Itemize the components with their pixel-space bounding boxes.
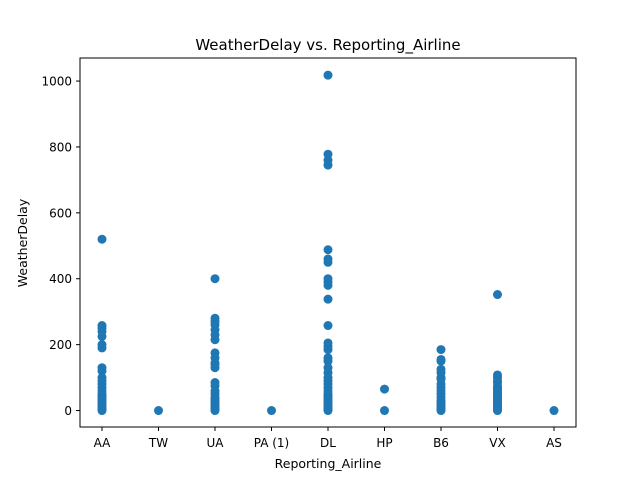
data-point	[210, 335, 220, 345]
data-point	[549, 406, 559, 416]
x-tick-label: PA (1)	[254, 436, 290, 450]
data-point	[323, 356, 333, 366]
y-tick-label: 0	[64, 404, 72, 418]
data-point	[323, 280, 333, 290]
y-axis-label: WeatherDelay	[15, 198, 30, 287]
data-point	[436, 406, 446, 416]
data-point	[380, 406, 389, 416]
data-point	[323, 321, 333, 331]
y-tick-label: 600	[49, 206, 72, 220]
data-point	[436, 345, 446, 355]
x-tick-label: UA	[207, 436, 225, 450]
x-tick-label: AA	[94, 436, 112, 450]
data-point	[154, 406, 163, 416]
data-point	[380, 384, 389, 394]
data-point	[323, 70, 333, 80]
data-point	[323, 160, 333, 170]
data-point	[97, 366, 107, 376]
data-point	[493, 290, 502, 300]
data-point	[210, 274, 220, 284]
data-point	[97, 406, 107, 416]
data-point	[493, 406, 502, 416]
data-point	[210, 363, 220, 373]
x-tick-label: B6	[433, 436, 449, 450]
y-tick-label: 200	[49, 338, 72, 352]
x-tick-label: AS	[546, 436, 562, 450]
data-points	[97, 70, 559, 416]
data-point	[97, 343, 107, 353]
chart-title: WeatherDelay vs. Reporting_Airline	[195, 36, 460, 55]
data-point	[436, 356, 446, 366]
x-tick-label: TW	[148, 436, 168, 450]
data-point	[323, 257, 333, 267]
x-axis-ticks: AA TW UA PA (1) DL HP B6 VX AS	[94, 427, 562, 450]
x-tick-label: HP	[376, 436, 392, 450]
y-tick-label: 400	[49, 272, 72, 286]
data-point	[267, 406, 276, 416]
y-tick-label: 1000	[41, 75, 72, 89]
x-tick-label: DL	[320, 436, 336, 450]
y-tick-label: 800	[49, 140, 72, 154]
data-point	[97, 331, 107, 341]
y-axis-ticks: 0 200 400 600 800 1000	[41, 75, 80, 418]
x-tick-label: VX	[489, 436, 505, 450]
data-point	[323, 406, 333, 416]
data-point	[323, 294, 333, 304]
data-point	[97, 234, 107, 244]
data-point	[323, 245, 333, 255]
data-point	[323, 345, 333, 355]
data-point	[210, 406, 220, 416]
x-axis-label: Reporting_Airline	[275, 456, 382, 471]
